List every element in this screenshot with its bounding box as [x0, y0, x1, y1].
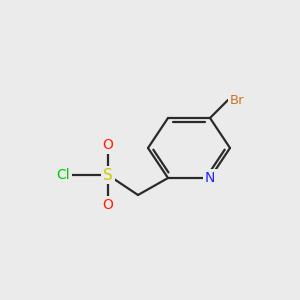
- Text: N: N: [205, 171, 215, 185]
- Text: Br: Br: [230, 94, 244, 106]
- Text: O: O: [103, 198, 113, 212]
- Text: S: S: [103, 167, 113, 182]
- Text: O: O: [103, 138, 113, 152]
- Text: Cl: Cl: [56, 168, 70, 182]
